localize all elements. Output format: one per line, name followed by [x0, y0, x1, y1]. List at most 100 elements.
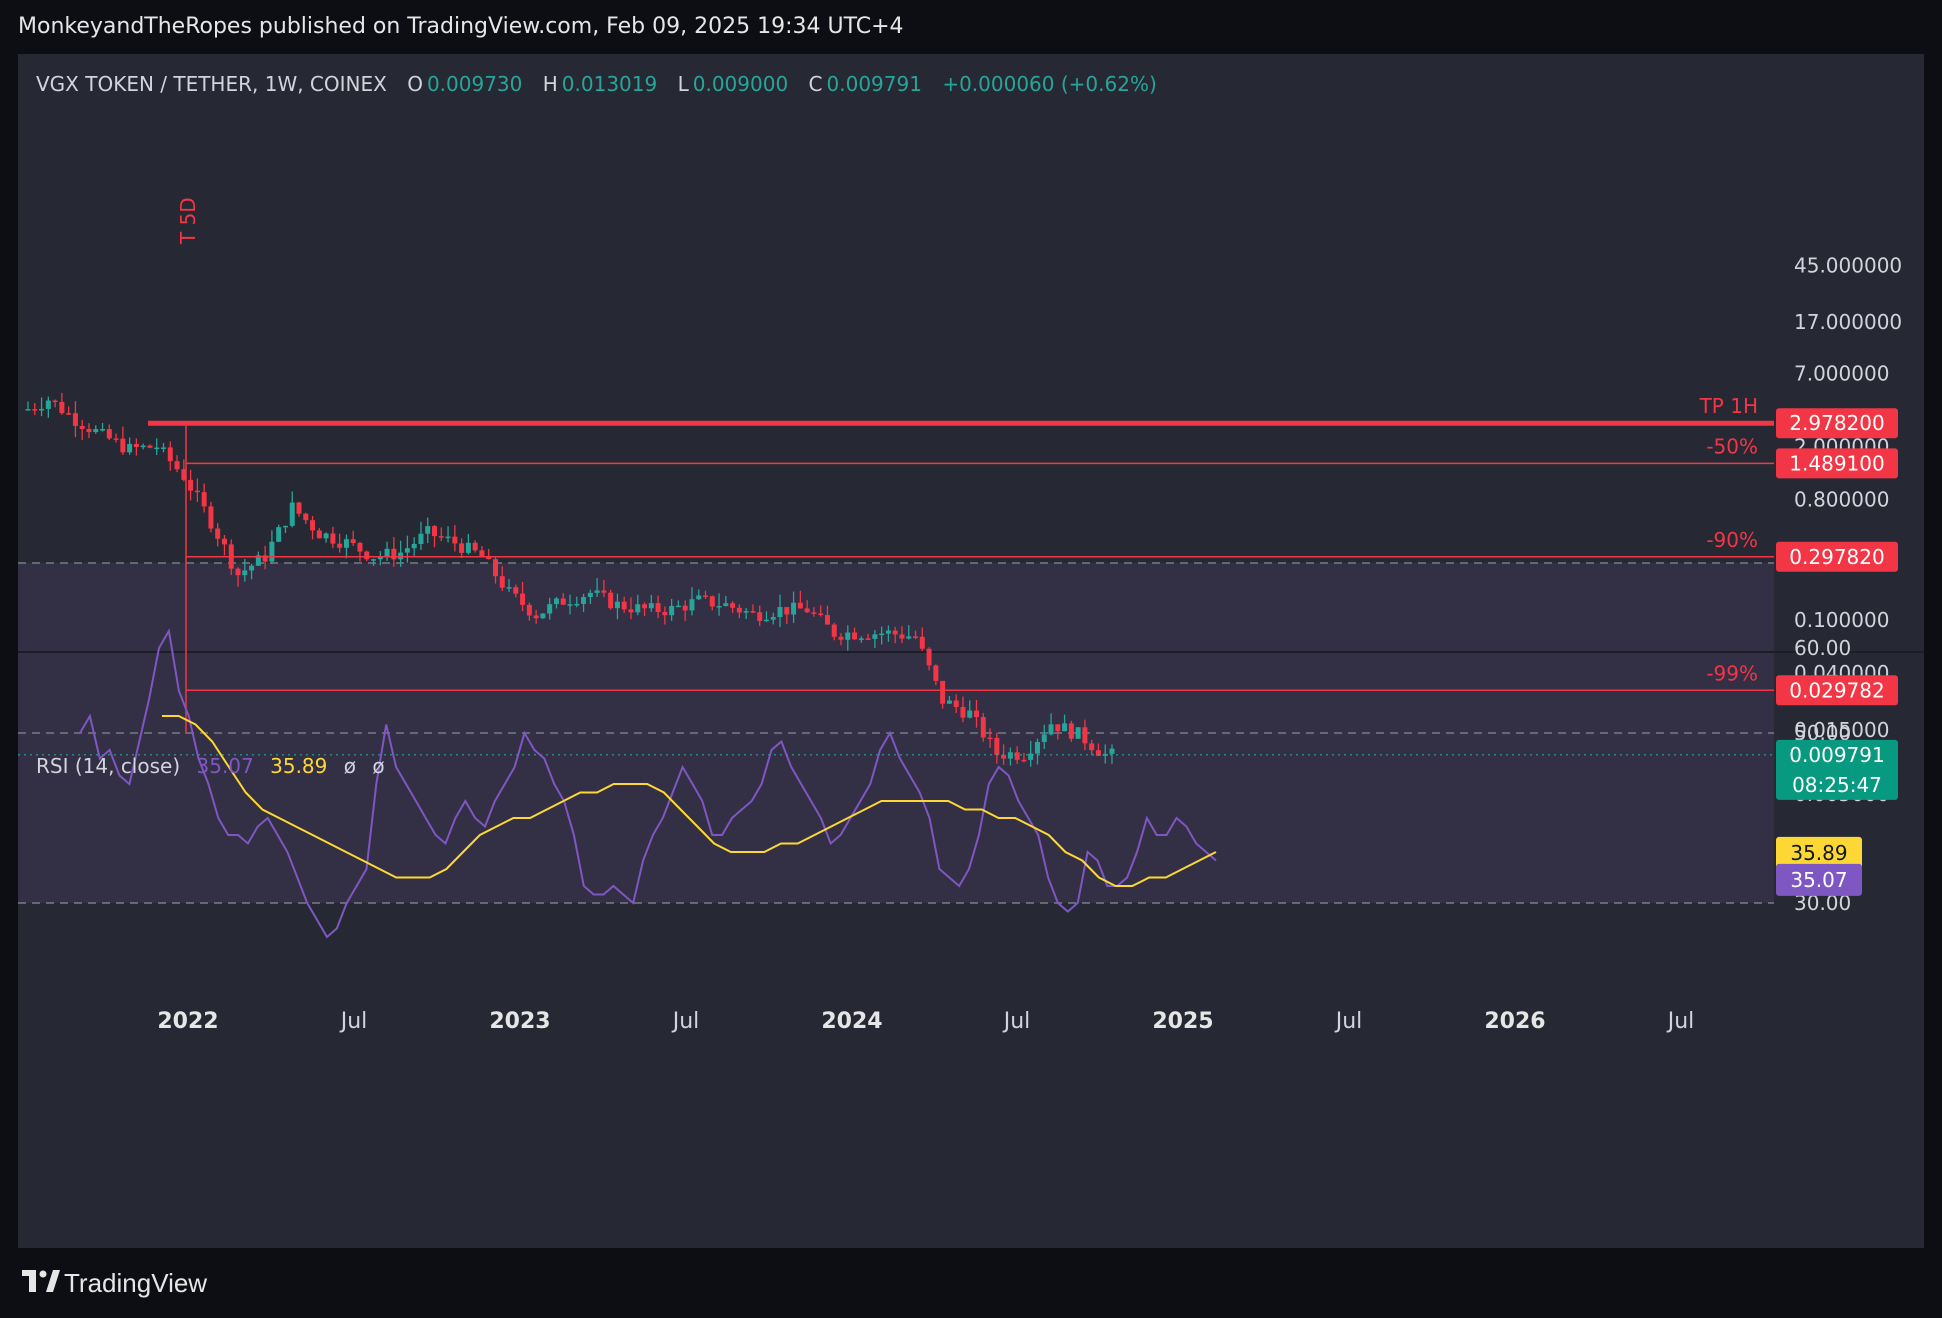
candle-body: [100, 429, 106, 431]
candle-body: [282, 525, 288, 528]
time-axis-tick: Jul: [1334, 1009, 1363, 1034]
time-axis-tick: 2024: [821, 1009, 882, 1034]
rsi-ma-tag-text: 35.89: [1790, 841, 1847, 865]
tradingview-brand: TradingView: [64, 1268, 208, 1298]
candle-body: [127, 443, 133, 453]
candle-body: [784, 607, 790, 615]
candle-body: [398, 552, 404, 560]
candle-body: [940, 680, 946, 704]
candle-body: [391, 548, 397, 560]
candle-body: [404, 548, 410, 553]
rsi-tag: [1776, 863, 1862, 896]
candle-body: [201, 492, 207, 507]
price-axis-tick: 0.100000: [1794, 608, 1889, 632]
candle-body: [86, 428, 92, 433]
level-price-tag: [1776, 448, 1898, 479]
rsi-axis-tick: 60.00: [1794, 636, 1851, 660]
candle-body: [499, 576, 505, 588]
candle-body: [818, 613, 824, 616]
candle-body: [154, 447, 160, 450]
candle-body: [696, 595, 702, 600]
price-axis-tick: 17.000000: [1794, 310, 1902, 334]
candle-body: [194, 490, 200, 493]
candle-body: [567, 604, 573, 606]
candle-body: [1109, 748, 1115, 754]
candle-body: [811, 612, 817, 614]
candle-body: [553, 598, 559, 605]
candle-body: [472, 542, 478, 551]
candle-body: [1089, 743, 1095, 751]
last-price-tag: [1776, 739, 1898, 800]
candle-body: [492, 559, 498, 577]
price-axis-tick: 7.000000: [1794, 362, 1889, 386]
candle-body: [310, 520, 316, 531]
level-price-tag-text: 0.297820: [1789, 545, 1884, 569]
candle-body: [350, 539, 356, 543]
candle-body: [1062, 723, 1068, 732]
candle-body: [215, 528, 221, 539]
candle-body: [662, 611, 668, 616]
level-price-tag: [1776, 541, 1898, 572]
candle-body: [371, 559, 377, 561]
change-value: +0.000060 (+0.62%): [942, 72, 1157, 96]
chart-area[interactable]: 45.000000 17.000000 7.000000 2.000000 0.8000…: [18, 54, 1924, 1248]
time-axis-tick: 2023: [489, 1009, 550, 1034]
candle-body: [52, 400, 58, 403]
candle-body: [635, 604, 641, 613]
candle-body: [1014, 752, 1020, 760]
candle-body: [120, 438, 126, 453]
price-axis-tick: 45.000000: [1794, 254, 1902, 278]
open-label: O: [407, 72, 423, 96]
open-value: 0.009730: [426, 72, 523, 96]
low-value: 0.009000: [692, 72, 789, 96]
candle-body: [425, 526, 431, 534]
candle-body: [289, 502, 295, 526]
candle-body: [919, 636, 925, 649]
candle-body: [459, 543, 465, 553]
candle-body: [296, 502, 302, 514]
time-axis-tick: 2026: [1484, 1009, 1545, 1034]
low-label: L: [677, 72, 689, 96]
candle-body: [994, 737, 1000, 755]
candle-body: [709, 596, 715, 607]
price-axis-tick: 0.015000: [1794, 718, 1889, 742]
candle-body: [520, 593, 526, 605]
candle-body: [221, 538, 227, 545]
candle-body: [594, 590, 600, 593]
candle-body: [93, 429, 99, 433]
candle-body: [445, 536, 451, 539]
candle-body: [736, 607, 742, 613]
candle-body: [438, 536, 444, 538]
candle-body: [330, 533, 336, 544]
chart-canvas[interactable]: 45.00000017.0000007.0000002.0000000.8000…: [18, 54, 1924, 1248]
candle-body: [797, 602, 803, 609]
candle-body: [79, 425, 85, 429]
candle-body: [32, 409, 38, 411]
candle-body: [1021, 759, 1027, 762]
rsi-legend: RSI (14, close) 35.07 35.89 ø ø: [36, 754, 389, 778]
time-axis-tick: 2022: [157, 1009, 218, 1034]
close-label: C: [808, 72, 823, 96]
candle-body: [628, 609, 634, 613]
candle-body: [506, 587, 512, 589]
candle-body: [540, 613, 546, 619]
level-price-tag-text: 2.978200: [1789, 411, 1884, 435]
candle-body: [879, 633, 885, 636]
candle-body: [418, 533, 424, 544]
candle-body: [689, 599, 695, 611]
candle-body: [242, 570, 248, 576]
candle-body: [601, 590, 607, 593]
bar-countdown: 08:25:47: [1792, 773, 1882, 797]
candle-body: [72, 413, 78, 426]
candle-body: [235, 568, 241, 576]
candle-body: [831, 624, 837, 637]
rsi-ma-value: 35.89: [270, 754, 328, 778]
time-axis-tick: Jul: [339, 1009, 368, 1034]
candle-body: [967, 710, 973, 718]
candle-body: [669, 606, 675, 616]
symbol-name: VGX TOKEN / TETHER, 1W, COINEX: [36, 72, 387, 96]
tradingview-logo-icon: [22, 1270, 60, 1292]
candle-body: [25, 409, 31, 411]
time-axis-tick: 2025: [1152, 1009, 1213, 1034]
rsi-ma-line: [162, 715, 1217, 887]
